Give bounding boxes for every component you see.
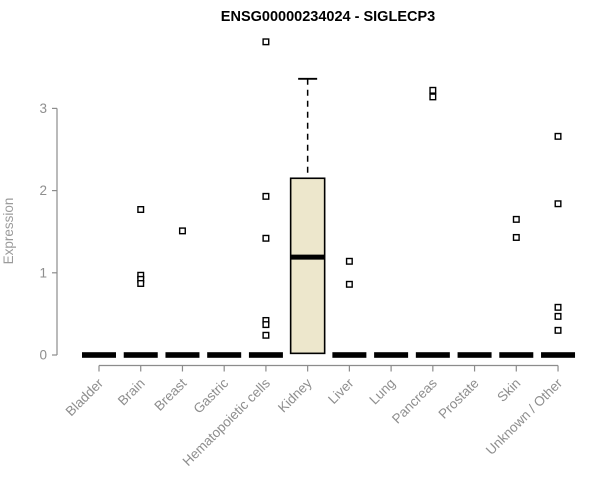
x-label-prostate: Prostate bbox=[436, 376, 482, 422]
x-label-pancreas: Pancreas bbox=[389, 375, 440, 426]
box-brain bbox=[123, 352, 158, 358]
box-unknown-other bbox=[541, 352, 576, 358]
y-tick-label: 2 bbox=[39, 183, 47, 198]
y-tick-label: 3 bbox=[39, 101, 47, 116]
outlier-point-liver bbox=[345, 280, 353, 288]
box-kidney bbox=[289, 177, 326, 355]
outlier-point-unknown-other bbox=[554, 200, 562, 208]
box-pancreas bbox=[415, 352, 450, 358]
outlier-point-skin bbox=[512, 215, 520, 223]
outlier-point-hematopoietic-cells bbox=[262, 234, 270, 242]
box-gastric bbox=[207, 352, 242, 358]
outliers-layer bbox=[137, 38, 562, 339]
x-label-unknown-other: Unknown / Other bbox=[483, 375, 566, 458]
box-prostate bbox=[457, 352, 492, 358]
x-label-breast: Breast bbox=[151, 375, 189, 413]
chart-title: ENSG00000234024 - SIGLECP3 bbox=[221, 9, 435, 25]
boxes-layer bbox=[82, 77, 576, 358]
x-label-bladder: Bladder bbox=[63, 375, 107, 419]
x-label-skin: Skin bbox=[494, 376, 523, 405]
outlier-point-brain bbox=[137, 279, 145, 287]
x-label-gastric: Gastric bbox=[190, 375, 231, 416]
outlier-point-hematopoietic-cells bbox=[262, 192, 270, 200]
box-lung bbox=[374, 352, 409, 358]
outlier-point-skin bbox=[512, 233, 520, 241]
y-axis-label: Expression bbox=[1, 198, 16, 265]
outlier-point-unknown-other bbox=[554, 132, 562, 140]
box-skin bbox=[499, 352, 534, 358]
outlier-point-breast bbox=[178, 227, 186, 235]
x-label-brain: Brain bbox=[115, 376, 148, 409]
outlier-point-pancreas bbox=[429, 93, 437, 101]
box-breast bbox=[165, 352, 200, 358]
outlier-point-unknown-other bbox=[554, 303, 562, 311]
outlier-point-pancreas bbox=[429, 86, 437, 94]
outlier-point-unknown-other bbox=[554, 312, 562, 320]
box-hematopoietic-cells bbox=[248, 352, 283, 358]
box-bladder bbox=[82, 352, 116, 358]
outlier-point-liver bbox=[345, 257, 353, 265]
box-liver bbox=[332, 352, 367, 358]
y-tick-label: 0 bbox=[39, 348, 47, 363]
outlier-point-brain bbox=[137, 206, 145, 214]
y-tick-label: 1 bbox=[39, 265, 47, 280]
outlier-point-hematopoietic-cells bbox=[262, 321, 270, 329]
outlier-point-hematopoietic-cells bbox=[262, 331, 270, 339]
outlier-point-hematopoietic-cells bbox=[262, 38, 270, 46]
x-label-kidney: Kidney bbox=[275, 375, 315, 415]
outlier-point-unknown-other bbox=[554, 326, 562, 334]
x-label-lung: Lung bbox=[366, 376, 398, 408]
x-label-liver: Liver bbox=[325, 375, 357, 407]
